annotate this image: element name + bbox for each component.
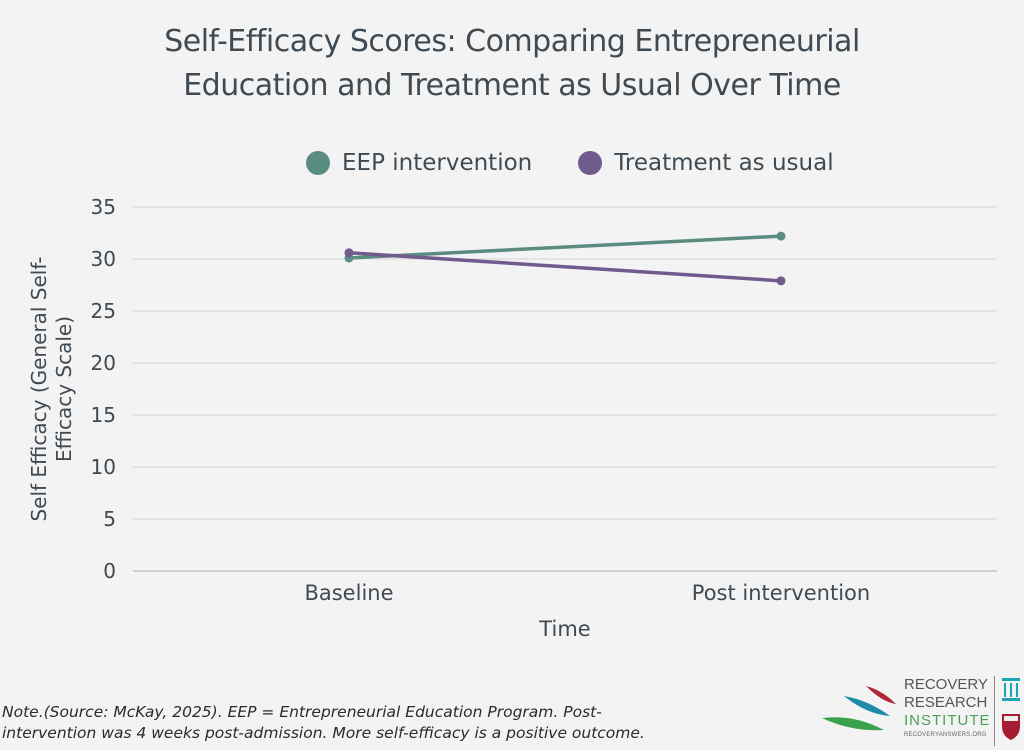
y-tick-label-35: 35 xyxy=(91,195,116,219)
y-axis-label: Self Efficacy (General Self- Efficacy Sc… xyxy=(27,256,77,521)
x-tick-labels: Baseline Post intervention xyxy=(304,581,870,605)
logo-line-3: INSTITUTE xyxy=(904,712,991,729)
y-tick-label-10: 10 xyxy=(91,455,116,479)
note-line-1: Note.(Source: McKay, 2025). EEP = Entrep… xyxy=(2,703,602,721)
legend: EEP intervention Treatment as usual xyxy=(306,150,880,176)
y-tick-label-15: 15 xyxy=(91,403,116,427)
chart-title-line-1: Self-Efficacy Scores: Comparing Entrepre… xyxy=(164,24,860,59)
legend-item-eep: EEP intervention xyxy=(306,150,532,176)
source-note: Note.(Source: McKay, 2025). EEP = Entrep… xyxy=(2,702,662,744)
data-point-treatment-as-usual-1 xyxy=(776,276,786,286)
legend-item-tau: Treatment as usual xyxy=(578,150,834,176)
y-axis-label-line-1: Self Efficacy (General Self- xyxy=(27,256,51,522)
y-tick-label-25: 25 xyxy=(91,299,116,323)
x-tick-label-1: Post intervention xyxy=(692,581,870,605)
y-tick-labels: 0 5 10 15 20 25 30 35 xyxy=(91,195,116,583)
gridlines xyxy=(133,206,997,572)
y-tick-label-5: 5 xyxy=(103,507,116,531)
data-point-treatment-as-usual-0 xyxy=(344,248,354,258)
legend-marker-eep xyxy=(306,151,330,175)
logo-url: RECOVERYANSWERS.ORG xyxy=(904,732,987,738)
legend-label-tau: Treatment as usual xyxy=(614,150,834,176)
harvard-mgh-icon xyxy=(1002,678,1020,740)
y-axis-label-line-2: Efficacy Scale) xyxy=(52,315,76,463)
x-axis-label: Time xyxy=(538,617,590,641)
y-tick-label-30: 30 xyxy=(91,247,116,271)
note-line-2: intervention was 4 weeks post-admission.… xyxy=(2,724,645,742)
legend-marker-tau xyxy=(578,151,603,175)
logo-divider xyxy=(994,676,995,746)
logo-line-2: RESEARCH xyxy=(904,694,988,711)
series-line-treatment-as-usual xyxy=(347,251,783,283)
y-tick-label-20: 20 xyxy=(91,351,116,375)
logo-text: RECOVERY RESEARCH INSTITUTE RECOVERYANSW… xyxy=(904,676,991,740)
logo-swoosh-icon xyxy=(822,686,896,731)
legend-label-eep: EEP intervention xyxy=(342,150,533,176)
chart-title: Self-Efficacy Scores: Comparing Entrepre… xyxy=(0,20,1024,108)
data-point-eep-intervention-1 xyxy=(776,231,786,241)
chart-title-line-2: Education and Treatment as Usual Over Ti… xyxy=(183,68,841,103)
series-line-eep-intervention xyxy=(347,234,783,260)
x-tick-label-0: Baseline xyxy=(304,581,393,605)
y-tick-label-0: 0 xyxy=(103,559,116,583)
logo-line-1: RECOVERY xyxy=(904,676,988,693)
recovery-research-institute-logo: RECOVERY RESEARCH INSTITUTE RECOVERYANSW… xyxy=(820,674,1024,750)
series-lines xyxy=(344,231,786,286)
